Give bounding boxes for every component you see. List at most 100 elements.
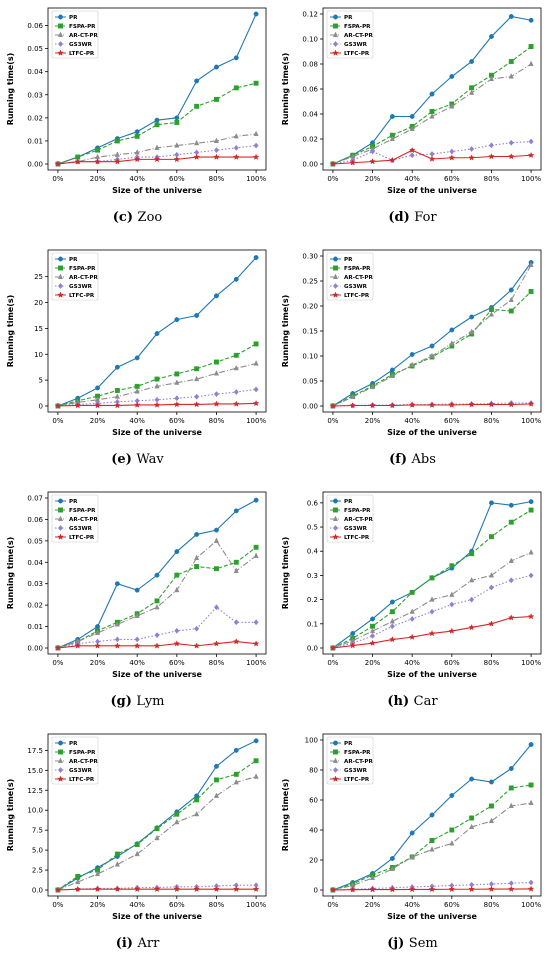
x-tick-label: 0% xyxy=(52,901,63,909)
data-point-ltfc-pr xyxy=(329,160,337,167)
legend-label-gs3wr: GS3WR xyxy=(69,526,93,532)
legend-label-pr: PR xyxy=(344,499,353,505)
y-tick-label: 0.03 xyxy=(27,580,43,588)
data-point-ar-ct-pr xyxy=(154,382,160,389)
series-ltfc-pr xyxy=(54,885,260,893)
x-tick-label: 100% xyxy=(246,659,266,667)
data-point-gs3wr xyxy=(488,584,494,591)
panel-caption: (i) Arr xyxy=(0,936,275,951)
legend-label-gs3wr: GS3WR xyxy=(69,284,93,290)
data-point-pr xyxy=(350,631,356,636)
data-point-ar-ct-pr xyxy=(488,75,495,82)
data-point-fspa-pr xyxy=(469,551,475,557)
legend-marker-gs3wr xyxy=(332,283,339,289)
data-point-ltfc-pr xyxy=(193,885,200,893)
legend-box xyxy=(51,10,99,59)
data-point-fspa-pr xyxy=(489,534,494,540)
data-point-ar-ct-pr xyxy=(154,834,160,841)
data-point-ltfc-pr xyxy=(153,885,161,893)
x-tick-label: 20% xyxy=(365,417,381,425)
data-point-ltfc-pr xyxy=(507,153,515,160)
x-tick-label: 40% xyxy=(129,417,145,425)
plot-frame xyxy=(47,249,267,413)
data-point-fspa-pr xyxy=(233,85,239,91)
data-point-ar-ct-pr xyxy=(508,557,514,563)
y-tick-label: 0.3 xyxy=(307,572,318,580)
data-point-ar-ct-pr xyxy=(389,135,395,142)
data-point-ltfc-pr xyxy=(329,644,337,651)
data-point-gs3wr xyxy=(389,623,395,630)
data-point-fspa-pr xyxy=(194,564,200,570)
series-ar-ct-pr xyxy=(55,360,259,409)
y-tick-label: 0.05 xyxy=(302,378,318,386)
x-tick-label: 40% xyxy=(404,175,420,183)
legend-marker-pr xyxy=(333,256,338,262)
legend-marker-ltfc-pr xyxy=(332,291,339,298)
data-point-ltfc-pr xyxy=(408,401,416,408)
data-point-pr xyxy=(174,317,180,323)
data-point-fspa-pr xyxy=(154,598,160,604)
data-point-fspa-pr xyxy=(233,771,239,777)
data-point-ltfc-pr xyxy=(232,638,240,645)
data-point-ltfc-pr xyxy=(468,623,475,631)
legend-marker-ltfc-pr xyxy=(332,533,339,540)
data-point-pr xyxy=(508,14,514,19)
panel-letter: (h) xyxy=(387,694,414,709)
data-point-fspa-pr xyxy=(134,133,140,139)
data-point-ltfc-pr xyxy=(448,401,456,408)
series-ar-ct-pr xyxy=(330,60,534,167)
data-point-fspa-pr xyxy=(214,96,219,102)
data-point-ltfc-pr xyxy=(153,642,161,649)
data-point-ltfc-pr xyxy=(349,159,357,166)
data-point-gs3wr xyxy=(469,596,475,603)
legend-label-fspa-pr: FSPA-PR xyxy=(344,508,371,514)
series-pr xyxy=(330,14,534,167)
y-tick-label: 0.0 xyxy=(307,645,318,653)
data-point-fspa-pr xyxy=(95,147,100,153)
data-point-gs3wr xyxy=(194,625,200,632)
data-point-ltfc-pr xyxy=(428,401,436,408)
legend-label-gs3wr: GS3WR xyxy=(69,42,93,48)
data-point-ar-ct-pr xyxy=(174,379,180,385)
x-tick-label: 100% xyxy=(521,901,541,909)
x-tick-label: 20% xyxy=(365,659,381,667)
y-tick-label: 15.0 xyxy=(27,767,43,775)
data-point-gs3wr xyxy=(508,139,514,146)
legend-marker-ltfc-pr xyxy=(57,775,64,782)
x-tick-label: 60% xyxy=(444,175,460,183)
legend: PR FSPA-PR AR-CT-PR GS3WR LTFC-PR xyxy=(326,494,373,543)
data-point-fspa-pr xyxy=(75,873,81,879)
y-tick-label: 2.5 xyxy=(32,867,43,875)
y-tick-label: 0.20 xyxy=(302,303,318,311)
panel-dataset-name: Arr xyxy=(137,936,160,951)
legend-box xyxy=(51,494,99,543)
data-point-fspa-pr xyxy=(154,826,160,832)
panel-caption: (j) Sem xyxy=(275,936,550,951)
data-point-gs3wr xyxy=(213,147,219,154)
data-point-pr xyxy=(253,738,259,744)
data-point-pr xyxy=(508,502,514,508)
data-point-fspa-pr xyxy=(449,827,455,833)
y-tick-label: 0.01 xyxy=(27,137,43,145)
y-tick-label: 25 xyxy=(34,273,43,281)
data-point-fspa-pr xyxy=(429,109,435,114)
data-point-ar-ct-pr xyxy=(469,576,475,583)
data-point-pr xyxy=(508,287,514,293)
data-point-ltfc-pr xyxy=(114,158,121,165)
data-point-ltfc-pr xyxy=(349,642,357,649)
panel-letter: (e) xyxy=(111,452,137,467)
data-point-pr xyxy=(134,129,140,135)
y-tick-label: 0 xyxy=(39,403,43,411)
data-point-fspa-pr xyxy=(508,59,514,64)
data-point-pr xyxy=(469,314,475,320)
x-tick-label: 80% xyxy=(209,659,225,667)
legend-marker-pr xyxy=(58,498,63,504)
legend-marker-pr xyxy=(58,14,63,20)
data-point-ar-ct-pr xyxy=(194,375,200,382)
legend-label-gs3wr: GS3WR xyxy=(344,768,368,774)
data-point-ar-ct-pr xyxy=(528,60,534,67)
data-point-gs3wr xyxy=(528,572,534,579)
data-point-ltfc-pr xyxy=(232,153,240,160)
data-point-ltfc-pr xyxy=(213,400,220,407)
data-point-fspa-pr xyxy=(214,777,219,783)
